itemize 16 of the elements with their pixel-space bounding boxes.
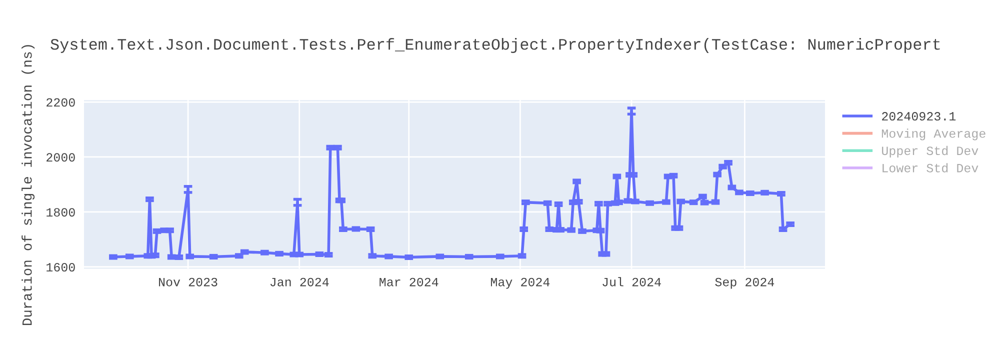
legend-label: Lower Std Dev bbox=[882, 163, 978, 172]
y-tick-label: 1800 bbox=[46, 208, 75, 217]
x-tick-label: Nov 2023 bbox=[159, 278, 218, 286]
x-tick-label: Jul 2024 bbox=[602, 277, 661, 286]
x-tick-label: Sep 2024 bbox=[715, 278, 774, 289]
chart-title: System.Text.Json.Document.Tests.Perf_EnumerateObject.PropertyIndexer(TestCase: NumericPropert bbox=[50, 38, 940, 53]
x-tick-label: Mar 2024 bbox=[380, 278, 438, 286]
legend-label: 20240923.1 bbox=[882, 112, 956, 121]
legend-label: Upper Std Dev bbox=[882, 146, 978, 158]
y-tick-label: 1600 bbox=[46, 263, 75, 272]
y-tick-label: 2000 bbox=[46, 153, 75, 162]
x-tick-label: Jan 2024 bbox=[270, 278, 329, 286]
x-tick-label: May 2024 bbox=[490, 278, 550, 289]
legend-label: Moving Average bbox=[882, 128, 986, 140]
y-axis-title: Duration of single invocation (ns) bbox=[22, 45, 35, 326]
y-tick-label: 2200 bbox=[46, 98, 75, 107]
